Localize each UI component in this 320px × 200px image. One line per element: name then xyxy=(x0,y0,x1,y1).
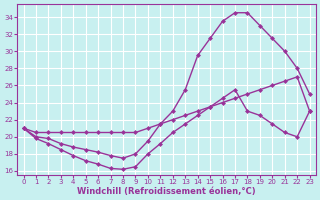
X-axis label: Windchill (Refroidissement éolien,°C): Windchill (Refroidissement éolien,°C) xyxy=(77,187,256,196)
